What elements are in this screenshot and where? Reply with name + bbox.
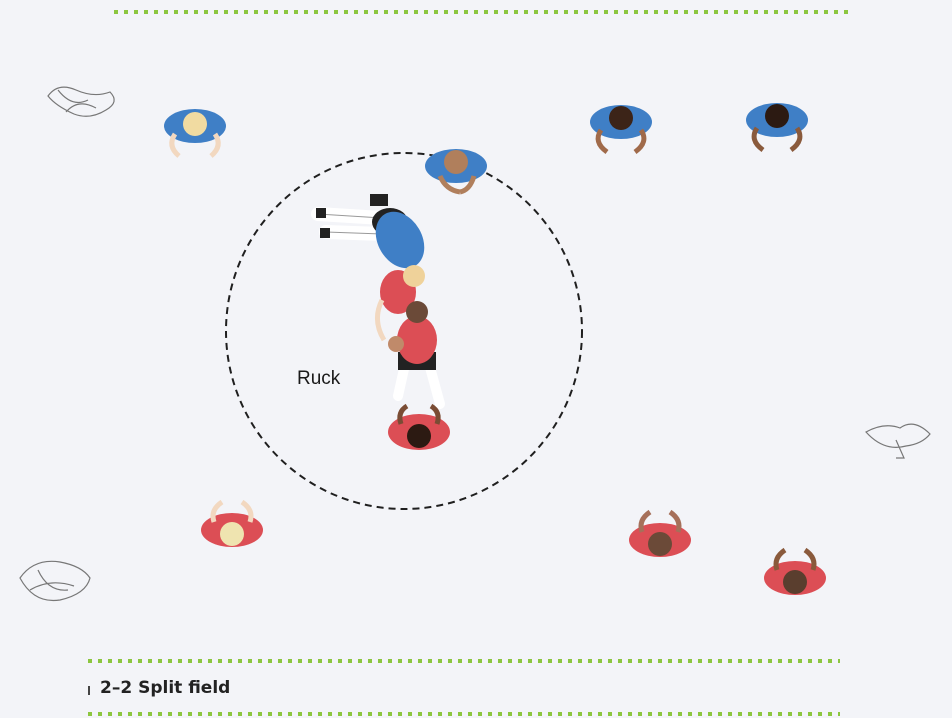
red-player-bottom-left [201, 499, 263, 547]
red-player-bottom-right-1 [629, 509, 691, 557]
red-player-circle-bottom [388, 403, 450, 450]
diagram-caption: 2–2 Split field [100, 678, 231, 698]
blue-player-top-right-2 [746, 103, 808, 153]
scribble-top-left [47, 86, 115, 117]
red-player-bottom-right-2 [764, 547, 826, 595]
red-player-in-ruck-2 [388, 301, 445, 409]
caption-tick [88, 686, 90, 695]
ruck-zone-circle [225, 152, 583, 510]
ruck-label: Ruck [297, 368, 341, 389]
blue-player-in-ruck [311, 194, 425, 269]
blue-player-top-right-1 [590, 105, 652, 155]
red-player-in-ruck-1 [375, 265, 425, 342]
blue-player-top-left [164, 109, 226, 158]
scribble-right [865, 423, 931, 459]
scribble-bottom-left [19, 560, 91, 602]
blue-player-at-ruck-edge [425, 149, 487, 195]
